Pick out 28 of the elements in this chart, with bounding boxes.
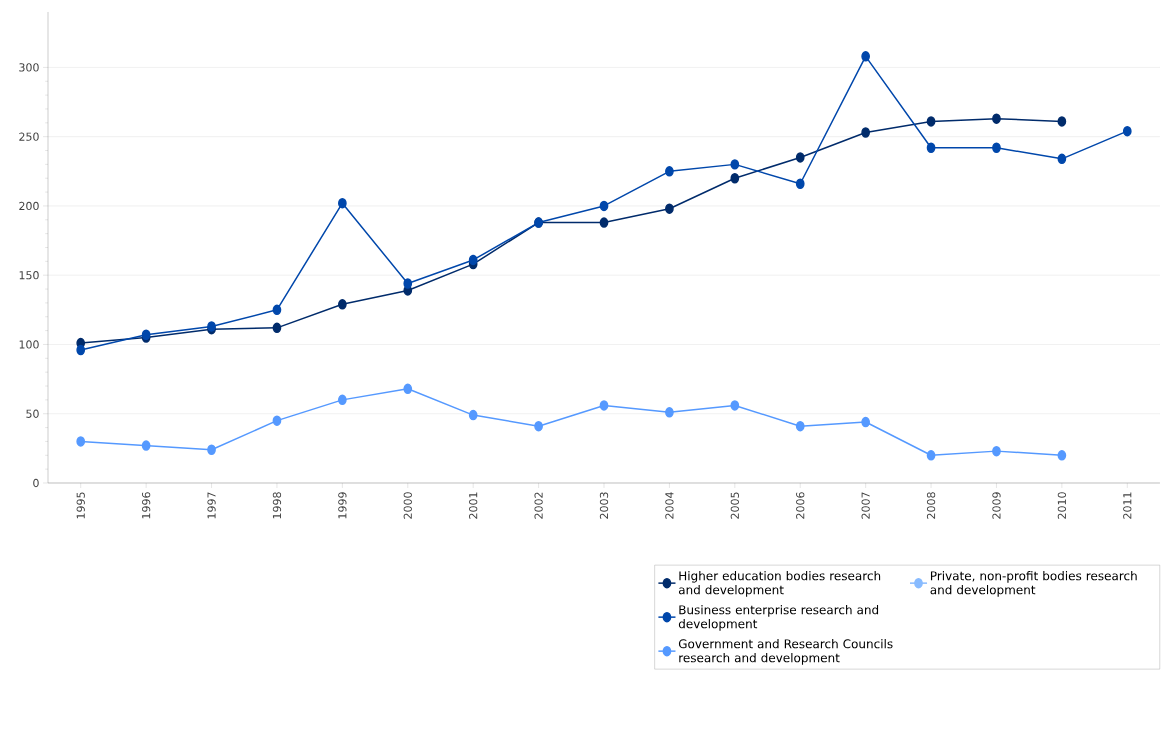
legend-label: Government and Research Councils research and development — [678, 639, 893, 665]
x-tick-label: 2006 — [796, 492, 805, 519]
x-tick-label: 2010 — [1057, 492, 1067, 519]
y-tick-label: 100 — [19, 340, 39, 349]
x-tick-label: 1998 — [272, 492, 282, 519]
legend-label: Business enterprise research and development — [678, 605, 879, 631]
x-tick-label: 2011 — [1123, 492, 1132, 519]
x-tick-label: 1995 — [76, 492, 85, 519]
x-tick-label: 1999 — [338, 492, 347, 519]
y-tick-label: 250 — [19, 132, 39, 141]
x-tick-label: 2005 — [730, 492, 739, 519]
x-tick-label: 2007 — [861, 492, 870, 519]
legend-label: Higher education bodies research and development — [678, 571, 881, 597]
x-tick-label: 2000 — [403, 492, 412, 519]
y-tick-label: 50 — [26, 409, 39, 418]
legend-label: Private, non-profit bodies research and development — [930, 571, 1137, 597]
y-tick-label: 200 — [19, 201, 39, 211]
x-tick-label: 2003 — [599, 492, 609, 519]
x-tick-label: 2002 — [534, 492, 543, 519]
y-tick-label: 300 — [19, 63, 39, 72]
y-tick-label: 150 — [19, 271, 39, 280]
y-tick-label: 0 — [33, 478, 39, 488]
x-tick-label: 2009 — [992, 492, 1001, 519]
x-tick-label: 2001 — [469, 492, 478, 519]
x-tick-label: 1996 — [141, 492, 151, 519]
x-tick-label: 2008 — [926, 492, 936, 519]
x-tick-label: 2004 — [665, 492, 674, 519]
x-tick-label: 1997 — [207, 492, 216, 519]
